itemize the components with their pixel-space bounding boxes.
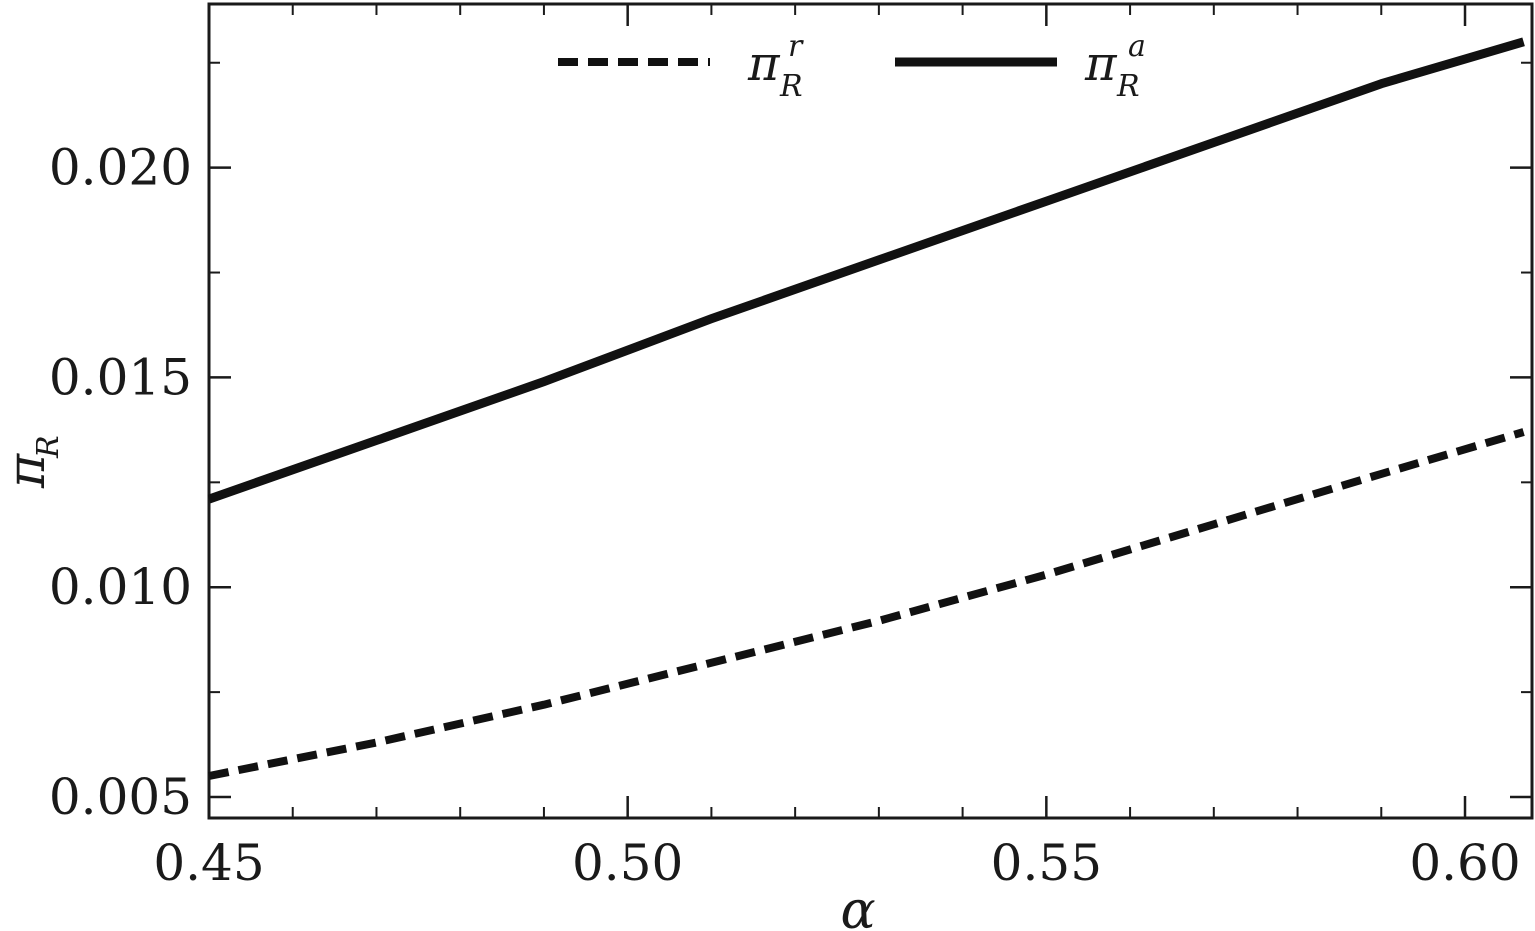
legend: π R r π R a [558,29,1146,104]
y-axis-label: π R [0,435,66,489]
plot-frame [207,2,1534,820]
y-minor-ticks [209,61,1532,694]
series-line-pi-a [207,37,1525,504]
y-axis-label-base: π [0,453,57,489]
x-tick-label: 0.60 [1409,834,1520,892]
y-axis-label-sub: R [31,435,66,459]
series-line-pi-r [208,428,1525,780]
legend-label-pi-r-sub: R [779,69,803,104]
y-tick-label: 0.010 [49,558,192,616]
y-major-ticks: 0.005 0.010 0.015 0.020 [49,139,1532,826]
legend-label-pi-a: π [1084,36,1118,92]
legend-label-pi-r: π [747,36,781,92]
y-tick-label: 0.020 [49,139,192,197]
y-tick-label: 0.015 [49,348,192,406]
legend-label-pi-a-base: π [1084,36,1118,92]
x-axis-label: α [840,881,875,931]
legend-label-pi-r-base: π [747,36,781,92]
legend-label-pi-a-sup: a [1128,29,1146,64]
series-lines [207,37,1525,780]
legend-label-pi-a-sub: R [1116,69,1140,104]
legend-label-pi-r-sup: r [788,29,804,64]
y-tick-label: 0.005 [49,768,192,826]
x-tick-label: 0.55 [991,834,1102,892]
x-tick-label: 0.45 [153,834,264,892]
x-minor-ticks [291,4,1383,818]
x-tick-label: 0.50 [572,834,683,892]
x-major-ticks: 0.45 0.50 0.55 0.60 [153,4,1521,892]
